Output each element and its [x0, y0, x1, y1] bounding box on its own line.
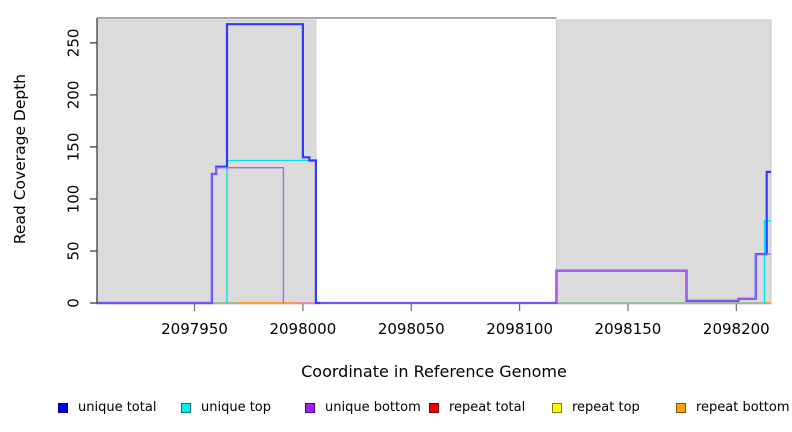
- x-tick-label: 2098000: [269, 320, 336, 338]
- series-line-unique-bottom: [97, 167, 285, 304]
- y-tick-label: 150: [65, 133, 83, 162]
- x-tick-label: 2097950: [161, 320, 228, 338]
- y-tick-label: 0: [65, 298, 83, 308]
- x-tick-label: 2098200: [703, 320, 770, 338]
- y-tick-label: 50: [65, 241, 83, 260]
- shaded-region: [555, 19, 772, 305]
- series-line-unique-bottom: [320, 253, 771, 304]
- x-tick-label: 2098050: [378, 320, 445, 338]
- shaded-region: [96, 19, 317, 305]
- y-tick-label: 250: [65, 29, 83, 58]
- x-axis-title: Coordinate in Reference Genome: [301, 362, 567, 381]
- y-axis-title: Read Coverage Depth: [11, 73, 29, 245]
- x-tick-label: 2098150: [595, 320, 662, 338]
- y-tick-label: 200: [65, 81, 83, 110]
- x-tick-label: 2098100: [486, 320, 553, 338]
- series-line-unique-top: [763, 220, 771, 303]
- y-tick-label: 100: [65, 185, 83, 214]
